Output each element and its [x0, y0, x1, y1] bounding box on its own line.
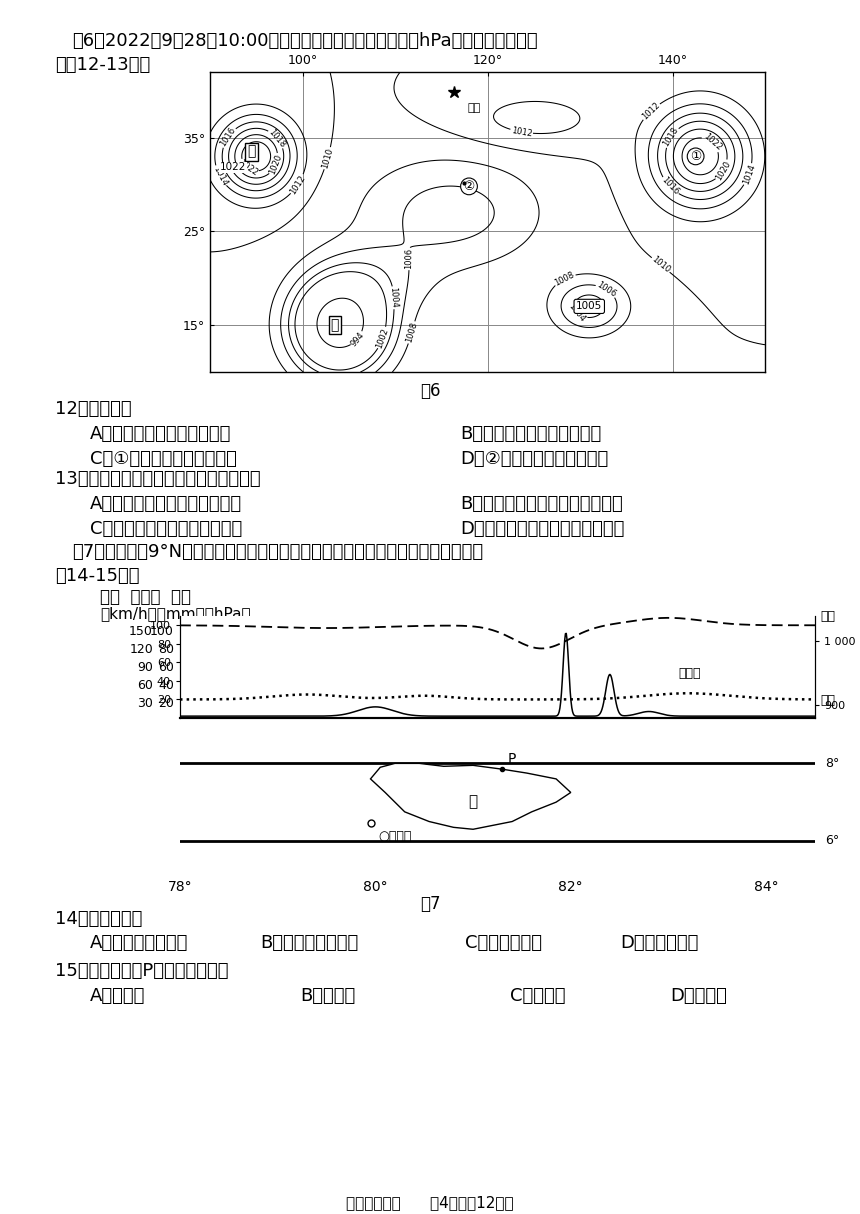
Text: 1022: 1022 — [220, 163, 246, 172]
Text: 降水量: 降水量 — [679, 666, 701, 680]
Text: A．甲控制下泥石流灾害多发: A．甲控制下泥石流灾害多发 — [90, 425, 231, 443]
Text: 北京: 北京 — [467, 103, 481, 113]
Text: 84°: 84° — [754, 880, 778, 894]
Text: 成14-15题。: 成14-15题。 — [55, 567, 139, 585]
Text: 高二地理试卷      第4页（共12页）: 高二地理试卷 第4页（共12页） — [347, 1195, 513, 1210]
Text: 150: 150 — [129, 625, 153, 639]
Text: 13．此时北京出现了轻度雾霾，其原因为: 13．此时北京出现了轻度雾霾，其原因为 — [55, 470, 261, 488]
Text: ①: ① — [690, 149, 701, 163]
Text: 1008: 1008 — [553, 270, 576, 288]
Text: 78°: 78° — [168, 880, 193, 894]
Text: 120: 120 — [129, 643, 153, 656]
Text: A．逆时针辐散旋转: A．逆时针辐散旋转 — [90, 934, 188, 952]
Text: P: P — [507, 753, 516, 766]
Text: 12．据图判断: 12．据图判断 — [55, 399, 132, 418]
Text: （km/h）（mm）（hPa）: （km/h）（mm）（hPa） — [100, 606, 250, 622]
Text: 90: 90 — [137, 660, 153, 674]
Text: 8°: 8° — [825, 756, 839, 770]
Text: C．西北风: C．西北风 — [510, 987, 566, 1005]
Text: 1018: 1018 — [267, 127, 287, 149]
Text: 30: 30 — [137, 697, 153, 710]
Text: 6°: 6° — [825, 834, 839, 847]
Text: 图7为某区域沿9°N附近某天气系统某时的气象材料，图中甲是南亚岛国。读图，完: 图7为某区域沿9°N附近某天气系统某时的气象材料，图中甲是南亚岛国。读图，完 — [72, 543, 483, 561]
Text: 100: 100 — [150, 625, 174, 639]
Text: 994: 994 — [349, 330, 366, 348]
Text: 60: 60 — [137, 679, 153, 692]
Text: ○科伦坡: ○科伦坡 — [378, 829, 412, 843]
Text: C．①地等压线稀疏，风力大: C．①地等压线稀疏，风力大 — [90, 450, 237, 469]
Text: B．乙控制下气温日较差较小: B．乙控制下气温日较差较小 — [460, 425, 601, 443]
Text: ②: ② — [464, 180, 475, 193]
Text: 气压: 气压 — [820, 611, 835, 624]
Text: 图7: 图7 — [420, 895, 440, 913]
Text: 1020: 1020 — [268, 153, 284, 176]
Text: 1020: 1020 — [714, 159, 733, 182]
Text: B．可能会引发海啸: B．可能会引发海啸 — [260, 934, 359, 952]
Text: 20: 20 — [158, 697, 174, 710]
Text: 1014: 1014 — [741, 163, 757, 186]
Text: 甲: 甲 — [248, 144, 255, 159]
Text: 60: 60 — [158, 660, 174, 674]
Text: 1004: 1004 — [567, 302, 587, 324]
Text: 1005: 1005 — [576, 301, 602, 311]
Text: 1012: 1012 — [640, 101, 661, 121]
Polygon shape — [371, 764, 571, 829]
Text: 完成12-13题。: 完成12-13题。 — [55, 56, 150, 74]
Text: 图6: 图6 — [420, 382, 440, 399]
Text: 1014: 1014 — [211, 165, 229, 187]
Text: 1010: 1010 — [321, 147, 335, 170]
Text: 1016: 1016 — [218, 126, 237, 148]
Text: 风速: 风速 — [820, 694, 835, 707]
Text: 40: 40 — [158, 679, 174, 692]
Text: 1002: 1002 — [375, 327, 390, 350]
Text: 甲: 甲 — [469, 795, 477, 810]
Text: 1008: 1008 — [404, 320, 419, 344]
Text: C．太阳辐射增强，气温回升快: C．太阳辐射增强，气温回升快 — [90, 520, 243, 538]
Text: 风速  降水量  气压: 风速 降水量 气压 — [100, 588, 191, 606]
Text: 1004: 1004 — [389, 287, 399, 308]
Text: 82°: 82° — [558, 880, 583, 894]
Text: 乙: 乙 — [331, 318, 339, 333]
Text: 1016: 1016 — [659, 176, 680, 197]
Text: 1010: 1010 — [649, 255, 672, 276]
Text: 1018: 1018 — [661, 126, 680, 148]
Text: 1012: 1012 — [288, 174, 307, 195]
Text: B．西南风: B．西南风 — [300, 987, 355, 1005]
Text: C．带来强降水: C．带来强降水 — [465, 934, 542, 952]
Text: 15．此时，图中P地近地面风向为: 15．此时，图中P地近地面风向为 — [55, 961, 229, 980]
Text: A．东南风: A．东南风 — [90, 987, 145, 1005]
Text: D．生成于赤道: D．生成于赤道 — [620, 934, 698, 952]
Text: B．大气运动弱，污染物不易扩散: B．大气运动弱，污染物不易扩散 — [460, 495, 623, 514]
Text: 14．该天气系统: 14．该天气系统 — [55, 910, 143, 927]
Text: 图6为2022年9月28日10:00部分地区海平面等压线（单位：hPa）分布图。据此，: 图6为2022年9月28日10:00部分地区海平面等压线（单位：hPa）分布图。… — [72, 32, 538, 50]
Text: A．晚高峰，汽车尾气排放量大: A．晚高峰，汽车尾气排放量大 — [90, 495, 243, 514]
Text: D．冷锋过境，出现大风降温天气: D．冷锋过境，出现大风降温天气 — [460, 520, 624, 538]
Text: 1006: 1006 — [404, 248, 414, 270]
Text: 1022: 1022 — [701, 132, 723, 153]
Text: 1012: 1012 — [511, 126, 532, 138]
Text: 1006: 1006 — [595, 280, 617, 299]
Text: D．东北风: D．东北风 — [670, 987, 727, 1005]
Text: 80: 80 — [158, 643, 174, 656]
Text: 80°: 80° — [363, 880, 388, 894]
Text: 1022: 1022 — [237, 159, 259, 178]
Text: D．②地受锋面气旋影响降温: D．②地受锋面气旋影响降温 — [460, 450, 608, 469]
